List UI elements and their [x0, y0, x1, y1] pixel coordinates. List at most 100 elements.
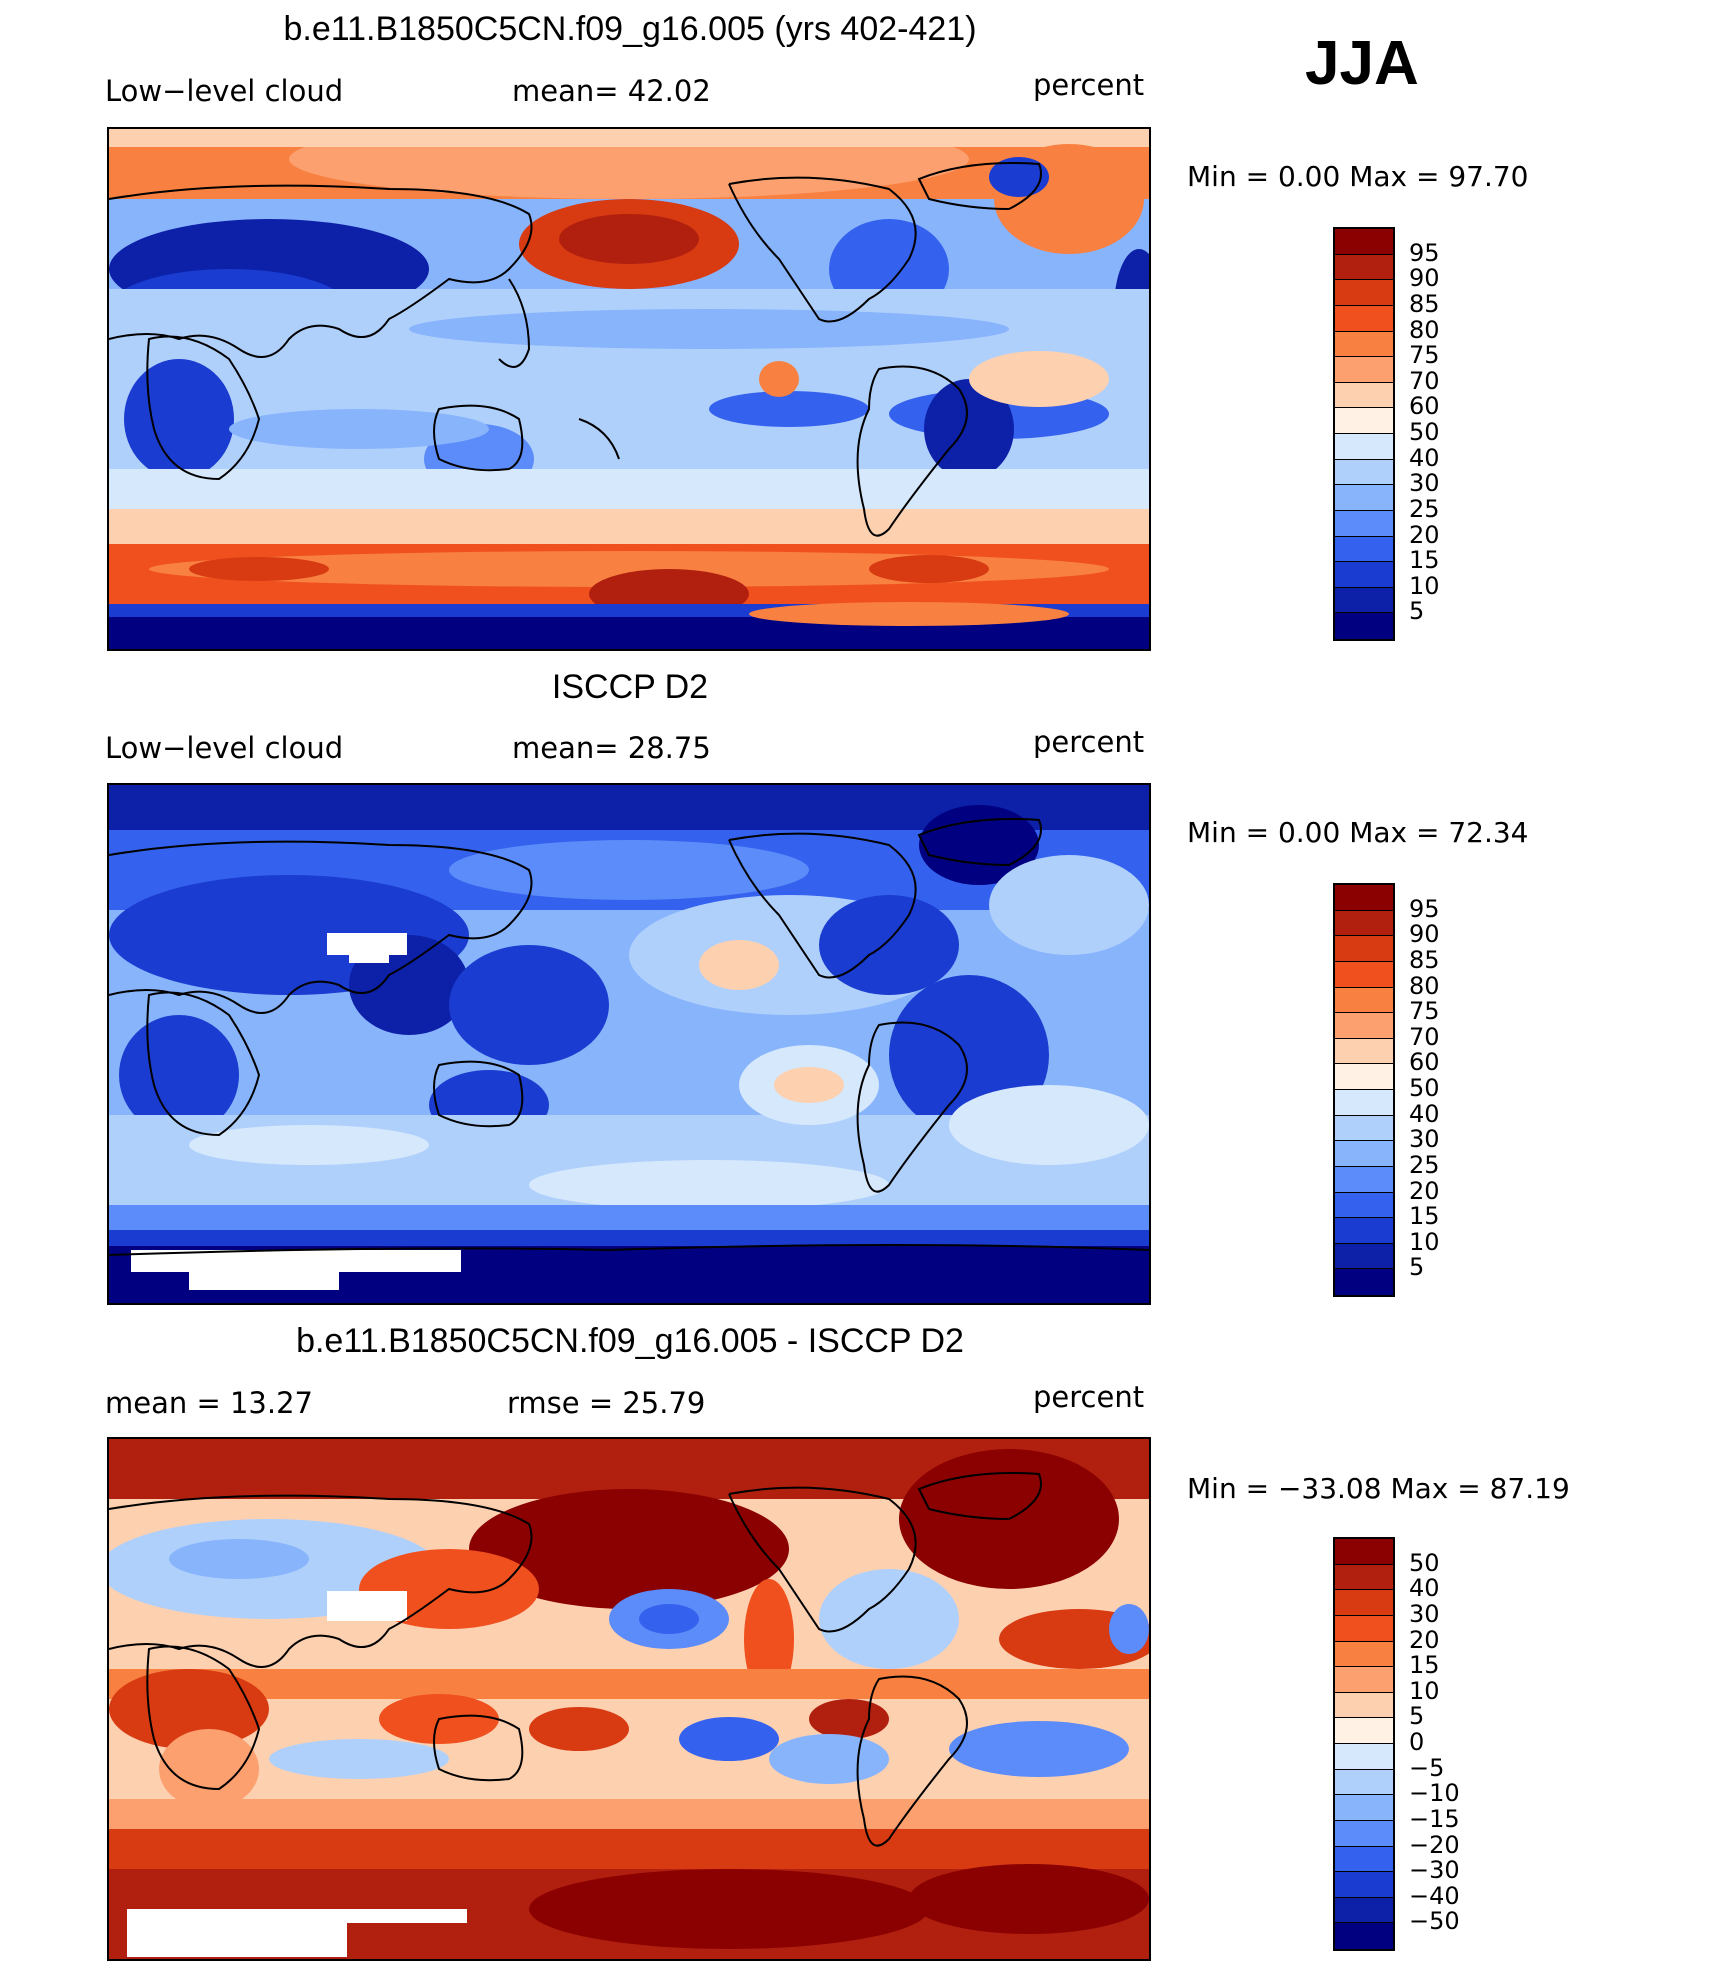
colorbar-tick-label: −30 — [1409, 1856, 1460, 1885]
panel-title-diff: b.e11.B1850C5CN.f09_g16.005 - ISCCP D2 — [296, 1322, 964, 1360]
colorbar-tick-label: 5 — [1409, 1253, 1425, 1282]
panel-diff-mean: mean = 13.27 — [105, 1386, 313, 1420]
colorbar-tick-label: 40 — [1409, 443, 1440, 472]
minmax-diff: Min = −33.08 Max = 87.19 — [1187, 1472, 1570, 1505]
colorbar-tick-label: 30 — [1409, 1599, 1440, 1628]
colorbar-segment — [1335, 885, 1393, 911]
colorbar-segment — [1335, 434, 1393, 460]
colorbar-segment — [1335, 1141, 1393, 1167]
colorbar-segment — [1335, 1038, 1393, 1065]
colorbar-tick-label: 85 — [1409, 945, 1440, 974]
colorbar-segment — [1335, 357, 1393, 383]
colorbar-segment — [1335, 936, 1393, 962]
colorbar-tick-label: 50 — [1409, 418, 1440, 446]
colorbar-tick-label: 15 — [1409, 546, 1440, 575]
panel-title-model: b.e11.B1850C5CN.f09_g16.005 (yrs 402-421… — [283, 10, 977, 48]
colorbar-tick-label: 50 — [1409, 1548, 1440, 1577]
colorbar-tick-label: 80 — [1409, 971, 1440, 1000]
colorbar-segment — [1335, 485, 1393, 511]
colorbar-segment — [1335, 961, 1393, 988]
colorbar-segment — [1335, 382, 1393, 409]
colorbar-segment — [1335, 408, 1393, 434]
panel-units-model: percent — [1033, 68, 1145, 102]
colorbar-tick-label: 15 — [1409, 1651, 1440, 1680]
colorbar-segment — [1335, 1115, 1393, 1142]
map-model — [107, 127, 1151, 651]
colorbar-tick-label: 5 — [1409, 1702, 1425, 1731]
colorbar-segment — [1335, 1218, 1393, 1244]
season-label: JJA — [1305, 29, 1419, 98]
colorbar-segment — [1335, 562, 1393, 588]
colorbar-tick-label: 20 — [1409, 1176, 1440, 1205]
colorbar-segment — [1335, 1166, 1393, 1193]
colorbar-segment — [1335, 305, 1393, 332]
colorbar-tick-label: −50 — [1409, 1907, 1460, 1936]
colorbar-segment — [1335, 587, 1393, 614]
colorbar-tick-label: 40 — [1409, 1574, 1440, 1603]
colorbar-segment — [1335, 1615, 1393, 1642]
colorbar-segment — [1335, 1641, 1393, 1668]
panel-units-obs: percent — [1033, 725, 1145, 759]
colorbar-tick-label: 50 — [1409, 1074, 1440, 1102]
colorbar-tick-label: 40 — [1409, 1099, 1440, 1128]
colorbar-segment — [1335, 1564, 1393, 1591]
colorbar-tick-label: 70 — [1409, 1022, 1440, 1051]
minmax-model: Min = 0.00 Max = 97.70 — [1187, 160, 1529, 193]
colorbar-tick-label: 20 — [1409, 520, 1440, 549]
map-obs — [107, 783, 1151, 1305]
colorbar-tick-label: 75 — [1409, 341, 1440, 370]
colorbar-segment — [1335, 1013, 1393, 1039]
colorbar-tick-label: 25 — [1409, 494, 1440, 523]
colorbar-tick-label: 15 — [1409, 1202, 1440, 1231]
colorbar-diff — [1333, 1537, 1395, 1951]
colorbar-segment — [1335, 1820, 1393, 1847]
panel-diff-rmse: rmse = 25.79 — [507, 1386, 706, 1420]
colorbar-segment — [1335, 1897, 1393, 1924]
colorbar-tick-label: 60 — [1409, 1048, 1440, 1077]
colorbar-tick-label: −15 — [1409, 1804, 1460, 1833]
colorbar-segment — [1335, 1539, 1393, 1565]
colorbar-segment — [1335, 1090, 1393, 1116]
colorbar-tick-label: 80 — [1409, 315, 1440, 344]
colorbar-segment — [1335, 1846, 1393, 1873]
panel-title-obs: ISCCP D2 — [551, 668, 709, 706]
colorbar-segment — [1335, 1872, 1393, 1898]
colorbar-tick-label: −40 — [1409, 1881, 1460, 1910]
colorbar-model — [1333, 227, 1395, 641]
colorbar-tick-label: 70 — [1409, 366, 1440, 395]
colorbar-tick-label: 95 — [1409, 894, 1440, 923]
colorbar-tick-label: 10 — [1409, 1227, 1440, 1256]
colorbar-tick-label: 10 — [1409, 1676, 1440, 1705]
colorbar-segment — [1335, 1667, 1393, 1693]
minmax-obs: Min = 0.00 Max = 72.34 — [1187, 816, 1529, 849]
colorbar-segment — [1335, 331, 1393, 358]
colorbar-segment — [1335, 280, 1393, 306]
colorbar-segment — [1335, 1744, 1393, 1770]
colorbar-segment — [1335, 536, 1393, 563]
colorbar-segment — [1335, 1692, 1393, 1719]
colorbar-segment — [1335, 1590, 1393, 1616]
colorbar-segment — [1335, 1064, 1393, 1090]
colorbar-segment — [1335, 510, 1393, 537]
colorbar-tick-label: 85 — [1409, 289, 1440, 318]
colorbar-tick-label: −20 — [1409, 1830, 1460, 1859]
colorbar-segment — [1335, 254, 1393, 281]
panel-left-label-obs: Low−level cloud — [105, 731, 344, 765]
colorbar-tick-label: 95 — [1409, 238, 1440, 267]
colorbar-tick-label: 60 — [1409, 392, 1440, 421]
colorbar-tick-label: 20 — [1409, 1625, 1440, 1654]
colorbar-segment — [1335, 459, 1393, 486]
colorbar-obs — [1333, 883, 1395, 1297]
colorbar-segment — [1335, 1192, 1393, 1219]
colorbar-segment — [1335, 1269, 1393, 1295]
colorbar-segment — [1335, 1718, 1393, 1744]
panel-mean-model: mean= 42.02 — [512, 74, 711, 108]
colorbar-tick-label: −5 — [1409, 1753, 1445, 1782]
colorbar-segment — [1335, 1769, 1393, 1796]
colorbar-segment — [1335, 987, 1393, 1014]
colorbar-segment — [1335, 1795, 1393, 1821]
colorbar-tick-label: 0 — [1409, 1728, 1425, 1756]
colorbar-tick-label: 25 — [1409, 1150, 1440, 1179]
panel-units-diff: percent — [1033, 1380, 1145, 1414]
colorbar-segment — [1335, 1923, 1393, 1949]
